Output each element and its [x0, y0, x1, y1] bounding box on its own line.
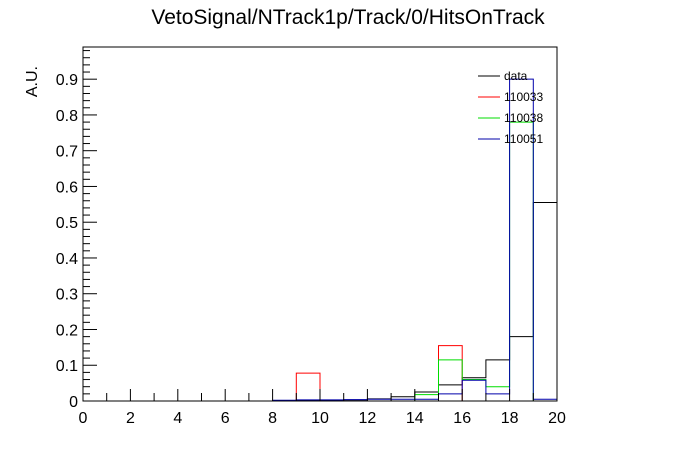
x-tick-label: 8 — [268, 410, 277, 427]
legend-label: data — [504, 69, 528, 83]
x-tick-label: 4 — [173, 410, 182, 427]
bin-data-17 — [486, 360, 510, 401]
y-tick-label: 0.6 — [56, 179, 78, 196]
y-tick-label: 0.4 — [56, 251, 78, 268]
bin-110051-17 — [486, 394, 510, 401]
bin-110038-18 — [510, 122, 534, 401]
chart-title: VetoSignal/NTrack1p/Track/0/HitsOnTrack — [151, 6, 545, 29]
legend-label: 110051 — [504, 132, 543, 146]
bin-data-16 — [462, 378, 486, 401]
x-tick-label: 14 — [406, 410, 424, 427]
bin-data-18 — [510, 337, 534, 401]
y-tick-label: 0.9 — [56, 72, 78, 89]
bin-110051-16 — [462, 380, 486, 401]
y-tick-label: 0.1 — [56, 358, 78, 375]
x-tick-label: 6 — [221, 410, 230, 427]
y-axis-label: A.U. — [24, 66, 41, 97]
y-tick-label: 0.2 — [56, 322, 78, 339]
bin-110038-14 — [415, 395, 439, 401]
x-tick-label: 20 — [548, 410, 566, 427]
legend-entry-data: data — [478, 69, 528, 83]
y-tick-label: 0.3 — [56, 287, 78, 304]
histogram-line-110051 — [83, 78, 558, 402]
legend-entry-110033: 110033 — [478, 90, 543, 104]
legend-label: 110038 — [504, 111, 543, 125]
x-tick-label: 0 — [79, 410, 88, 427]
bin-110033-15 — [439, 346, 463, 401]
series-layer — [83, 78, 558, 402]
legend: data 110033 110038 110051 — [478, 69, 543, 146]
axes-layer: 0 2 4 6 8 10 12 14 16 18 20 0 0.1 0.2 0.3 0.4 0.5 0.6 0.7 0… — [56, 50, 566, 427]
y-tick-label: 0.7 — [56, 144, 78, 161]
legend-label: 110033 — [504, 90, 543, 104]
series-data — [83, 202, 558, 402]
bin-110038-16 — [462, 380, 486, 401]
legend-entry-110038: 110038 — [478, 111, 543, 125]
x-tick-label: 12 — [359, 410, 377, 427]
bin-110051-18 — [510, 79, 534, 401]
bin-data-15 — [439, 385, 463, 401]
bin-110033-9 — [296, 373, 320, 401]
x-tick-label: 10 — [311, 410, 329, 427]
bin-110051-15 — [439, 394, 463, 401]
legend-entry-110051: 110051 — [478, 132, 543, 146]
y-tick-label: 0.8 — [56, 108, 78, 125]
bin-110038-15 — [439, 360, 463, 401]
x-tick-label: 16 — [453, 410, 471, 427]
x-tick-label: 2 — [126, 410, 135, 427]
histogram-line-110038 — [83, 121, 557, 402]
x-tick-label: 18 — [501, 410, 519, 427]
plot-frame — [82, 46, 558, 402]
histogram-line-data — [83, 202, 558, 402]
series-110051 — [83, 78, 558, 402]
y-tick-label: 0.5 — [56, 215, 78, 232]
bin-data-19 — [533, 203, 557, 401]
series-110038 — [83, 121, 557, 402]
y-tick-label: 0 — [69, 394, 78, 411]
